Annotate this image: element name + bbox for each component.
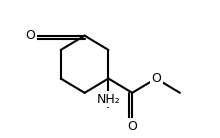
Text: NH₂: NH₂ bbox=[97, 93, 120, 106]
Text: O: O bbox=[127, 120, 137, 133]
Text: O: O bbox=[25, 29, 35, 42]
Text: O: O bbox=[151, 72, 161, 85]
